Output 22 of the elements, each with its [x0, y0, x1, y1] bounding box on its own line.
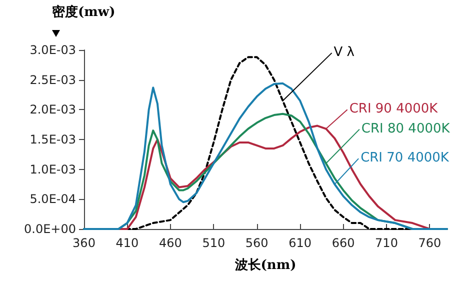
series-label: CRI 90 4000K: [349, 102, 438, 117]
y-tick-label: 3.0E-03: [30, 43, 76, 57]
x-tick-label: 410: [116, 236, 139, 250]
y-tick-label: 1.0E-03: [30, 162, 76, 176]
x-tick-label: 360: [72, 236, 96, 250]
x-tick-label: 460: [158, 236, 182, 250]
x-axis-title: 波长(nm): [234, 258, 296, 273]
x-tick-label: 610: [288, 236, 312, 250]
text: CRI 70 4000K: [360, 150, 450, 166]
x-tick-label: 560: [245, 236, 268, 250]
y-tick-label: 0.0E+00: [24, 222, 76, 236]
x-tick-label: 760: [418, 236, 442, 250]
x-tick-label: 510: [202, 236, 226, 250]
text: CRI 80 4000K: [361, 121, 450, 136]
y-tick-label: 1.5E-03: [30, 132, 76, 146]
y-tick-label: 5.0E-04: [30, 192, 76, 206]
x-tick-label: 710: [375, 236, 398, 250]
text: V λ: [334, 44, 355, 60]
y-tick-label: 2.0E-03: [30, 102, 76, 117]
y-axis-title: 密度(mw): [52, 4, 116, 20]
y-tick-label: 2.5E-03: [30, 72, 76, 87]
x-tick-label: 660: [332, 236, 355, 250]
